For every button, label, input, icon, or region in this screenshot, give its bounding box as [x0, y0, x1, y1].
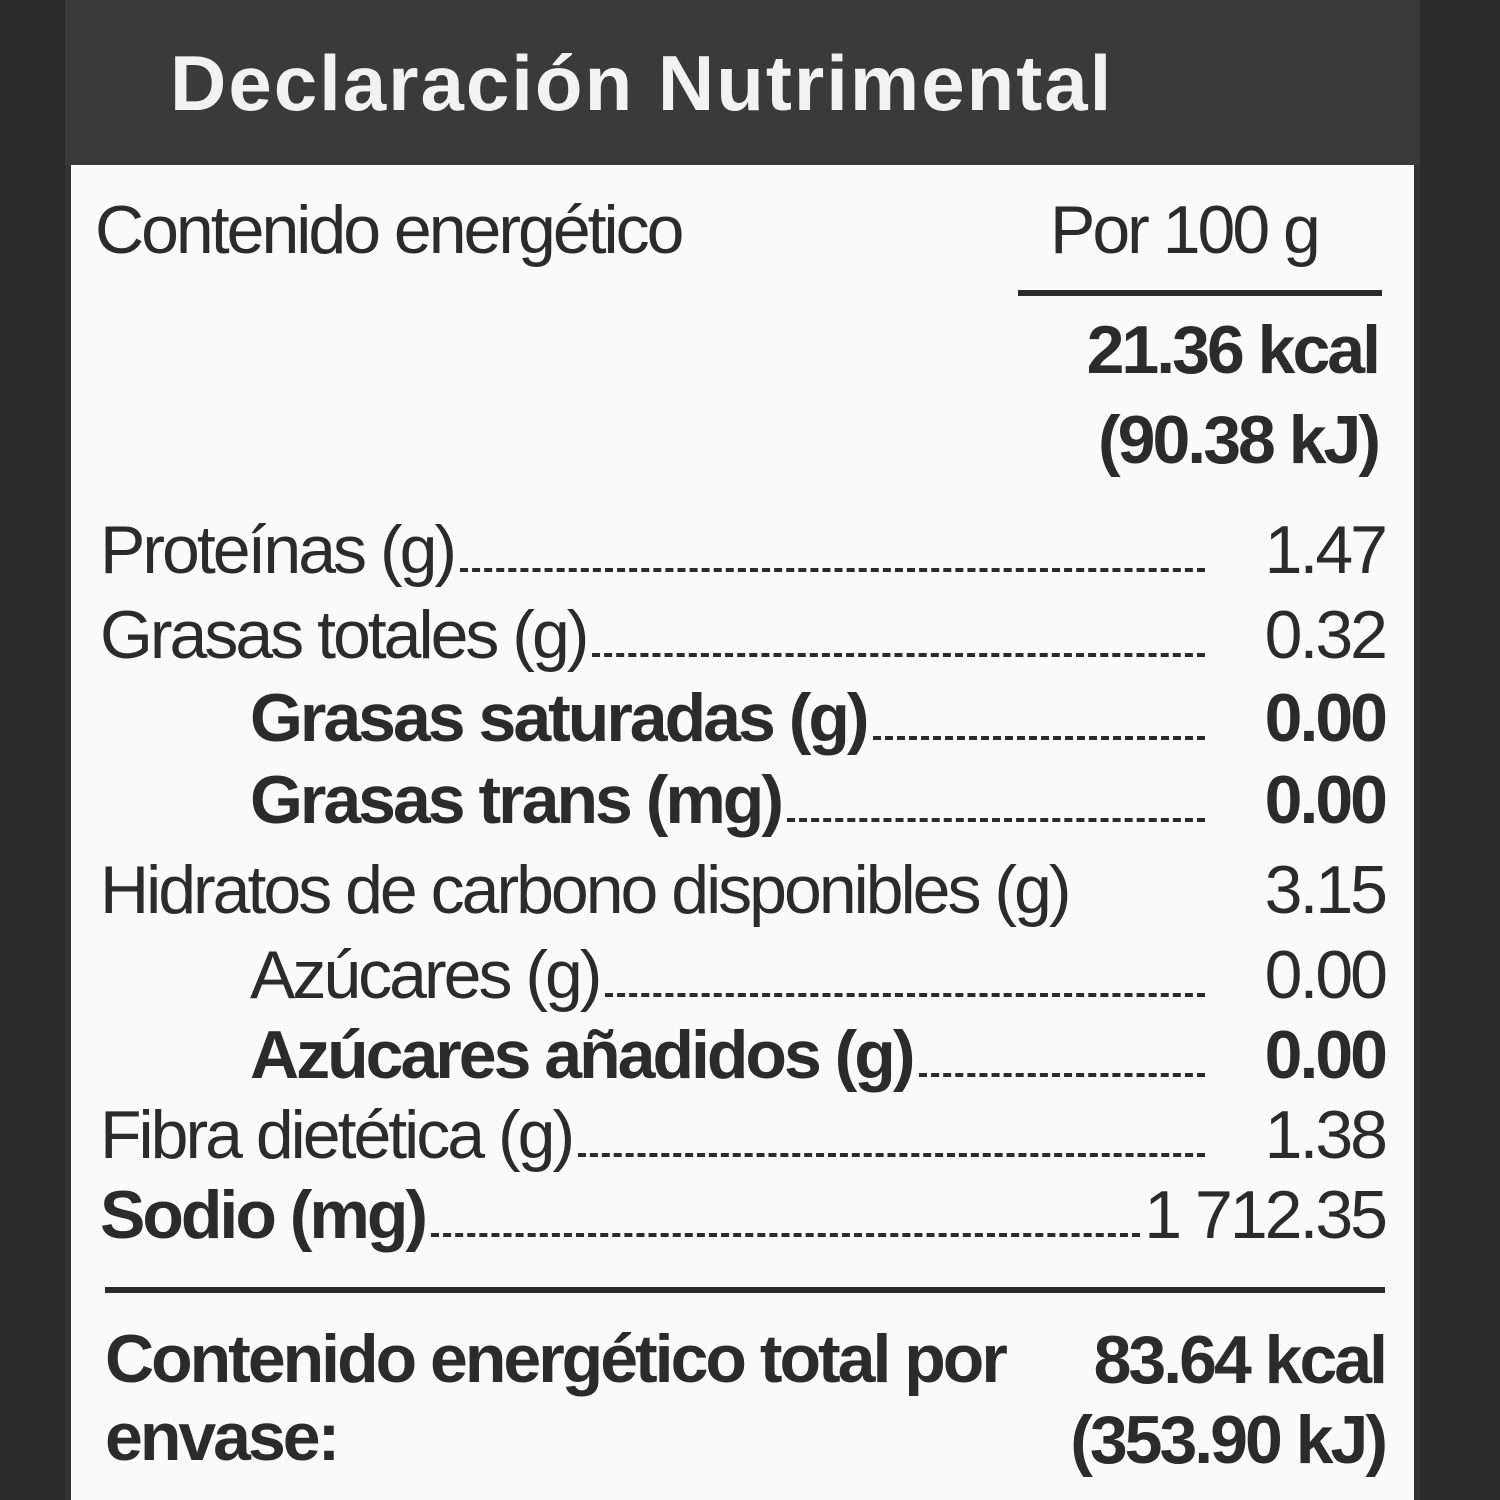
leader [460, 568, 1205, 572]
nutrient-row: Sodio (mg) 1 712.35 [100, 1175, 1388, 1255]
nutrient-value: 3.15 [1264, 852, 1388, 928]
nutrient-value: 0.00 [1264, 680, 1388, 756]
panel [65, 165, 1420, 1500]
nutrient-value: 0.00 [1264, 937, 1388, 1013]
nutrient-row: Azúcares (g) 0.00 [250, 935, 1388, 1015]
nutrient-value: 0.32 [1264, 597, 1388, 673]
nutrient-value: 0.00 [1264, 762, 1388, 838]
nutrient-row: Grasas trans (mg) 0.00 [250, 760, 1388, 840]
rule [1018, 290, 1382, 296]
nutrient-label: Fibra dietética (g) [100, 1097, 575, 1173]
leader [918, 1073, 1205, 1077]
nutrient-value: 1.47 [1264, 512, 1388, 588]
title: Declaración Nutrimental [170, 39, 1114, 127]
nutrient-row: Grasas saturadas (g) 0.00 [250, 678, 1388, 758]
total-label: Contenido energético total por envase: [105, 1321, 1008, 1475]
energy-kj: (90.38 kJ) [1098, 402, 1381, 478]
nutrient-row: Azúcares añadidos (g) 0.00 [250, 1015, 1388, 1095]
nutrient-label: Grasas trans (mg) [250, 762, 784, 838]
header-band: Declaración Nutrimental [65, 0, 1420, 165]
nutrient-value: 0.00 [1264, 1017, 1388, 1093]
column-header: Por 100 g [1050, 192, 1321, 268]
nutrient-label: Azúcares añadidos (g) [250, 1017, 915, 1093]
total-kj: (353.90 kJ) [1070, 1402, 1388, 1478]
nutrient-row: Grasas totales (g) 0.32 [100, 595, 1388, 675]
nutrient-row: Hidratos de carbono disponibles (g) 3.15 [100, 850, 1388, 930]
nutrient-row: Fibra dietética (g) 1.38 [100, 1095, 1388, 1175]
total-kcal: 83.64 kcal [1093, 1322, 1388, 1398]
leader [786, 818, 1205, 822]
nutrient-label: Azúcares (g) [250, 937, 602, 1013]
rule [105, 1287, 1385, 1293]
leader [431, 1233, 1141, 1237]
nutrient-label: Grasas totales (g) [100, 597, 589, 673]
nutrient-label: Proteínas (g) [100, 512, 457, 588]
nutrient-value: 1.38 [1264, 1097, 1388, 1173]
leader [592, 653, 1205, 657]
leader [605, 993, 1205, 997]
leader [578, 1153, 1205, 1157]
energy-label: Contenido energético [95, 192, 684, 268]
leader [872, 736, 1205, 740]
energy-kcal: 21.36 kcal [1086, 312, 1381, 388]
nutrient-label: Hidratos de carbono disponibles (g) [100, 852, 1071, 928]
nutrient-label: Sodio (mg) [100, 1177, 428, 1253]
nutrient-label: Grasas saturadas (g) [250, 680, 870, 756]
nutrient-row: Proteínas (g) 1.47 [100, 510, 1388, 590]
nutrient-value: 1 712.35 [1144, 1177, 1388, 1253]
